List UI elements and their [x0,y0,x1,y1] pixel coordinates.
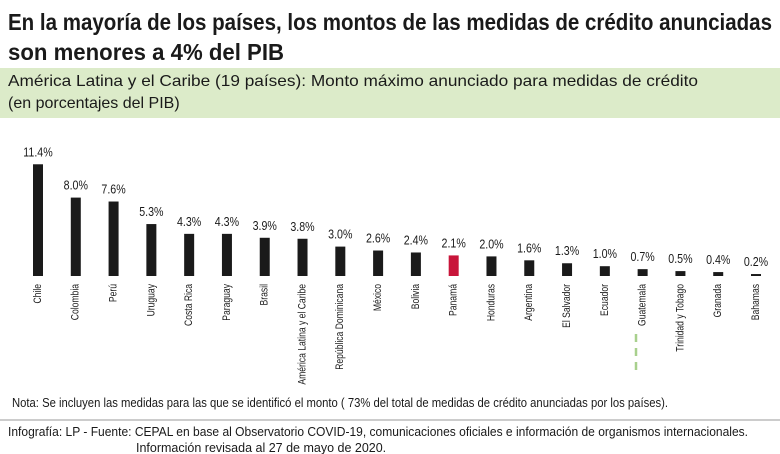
note: Nota: Se incluyen las medidas para las q… [12,395,668,410]
category-label: Panamá [448,284,460,316]
category-label: Bahamas [750,284,762,320]
category-label: Uruguay [145,284,157,316]
bar [184,233,195,276]
category-label: Trinidad y Tobago [674,284,686,352]
category-label: Ecuador [599,283,611,316]
bar [146,224,157,276]
value-label: 0.2% [744,254,769,269]
bar [524,260,535,276]
value-label: 0.7% [630,249,655,264]
value-label: 1.6% [517,240,542,255]
bar [562,263,573,276]
bar [108,201,119,276]
bar [410,252,421,276]
value-label: 0.4% [706,252,731,267]
value-label: 4.3% [177,214,202,229]
footer: Información revisada al 27 de mayo de 20… [136,441,386,454]
bar [373,250,384,276]
value-label: 1.0% [593,246,618,261]
category-label: América Latina y el Caribe [297,284,309,385]
value-label: 5.3% [139,204,164,219]
category-label: Bolivia [410,284,422,310]
bar [33,164,43,276]
value-label: 2.4% [404,232,429,247]
category-label: México [372,284,384,312]
category-label: Honduras [485,284,497,321]
subtitle: América Latina y el Caribe (19 países): … [8,73,698,90]
category-label: Colombia [70,284,82,321]
category-label: Argentina [523,284,535,321]
bar [486,256,497,276]
category-label: Paraguay [221,284,233,321]
value-label: 3.0% [328,227,353,242]
bar [713,272,724,276]
category-label: Perú [108,284,120,302]
subtitle: (en porcentajes del PIB) [8,95,180,112]
category-label: El Salvador [561,283,573,327]
bar [675,271,686,276]
value-label: 8.0% [64,178,89,193]
category-label: Brasil [259,284,271,305]
category-label: República Dominicana [334,284,346,370]
value-label: 3.8% [290,219,315,234]
bar [599,266,610,276]
category-label: Guatemala [637,284,649,326]
category-label: Costa Rica [183,284,195,326]
bar [259,237,270,276]
value-label: 2.6% [366,230,391,245]
value-label: 7.6% [101,181,126,196]
value-label: 3.9% [253,218,278,233]
bar [335,246,346,276]
category-label: Chile [32,284,44,304]
value-label: 1.3% [555,243,580,258]
bar [448,255,459,276]
value-label: 4.3% [215,214,240,229]
title: En la mayoría de los países, los montos … [8,9,772,35]
subtitle-band [0,68,780,118]
bar [221,233,232,276]
bar [70,197,81,276]
category-label: Granada [712,284,724,318]
title: son menores a 4% del PIB [8,39,284,65]
value-label: 2.0% [479,236,504,251]
footer: Infografía: LP - Fuente: CEPAL en base a… [8,425,748,439]
value-label: 0.5% [668,251,693,266]
value-label: 11.4% [23,144,53,159]
value-label: 2.1% [442,235,467,250]
bar [637,269,648,276]
bar [297,238,308,276]
bar [751,274,761,276]
